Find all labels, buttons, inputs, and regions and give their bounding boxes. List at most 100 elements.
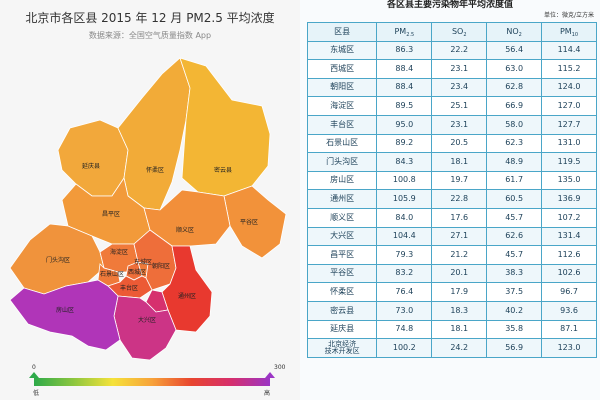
table-row: 平谷区 83.2 20.1 38.3 102.6: [306, 263, 597, 284]
label-daxing: 大兴区: [138, 316, 156, 324]
table-panel: 各区县主要污染物年平均浓度值 单位：微克/立方米 区县 PM2.5 SO2 NO…: [300, 0, 600, 400]
table-row: 昌平区 79.3 21.2 45.7 112.6: [306, 245, 597, 265]
cell-district: 顺义区: [306, 207, 378, 228]
table-row: 东城区 86.3 22.2 56.4 114.4: [306, 40, 597, 61]
label-yanqing: 延庆县: [82, 162, 100, 170]
cell-district: 延庆县: [306, 319, 378, 340]
cell-pm10: 135.0: [541, 170, 597, 191]
cell-pm25: 100.8: [376, 170, 433, 191]
cell-so2: 20.5: [431, 133, 488, 154]
cell-district: 丰台区: [306, 114, 378, 135]
legend-min-flag: [29, 372, 39, 378]
map-source: 数据来源：全国空气质量指数 App: [88, 31, 212, 40]
label-shunyi: 顺义区: [176, 227, 194, 234]
cell-no2: 62.3: [486, 133, 543, 154]
district-pinggu: [223, 185, 287, 259]
cell-pm25: 84.3: [376, 152, 433, 172]
table-row: 石景山区 89.2 20.5 62.3 131.0: [306, 133, 597, 154]
legend-low-label: 低: [33, 390, 40, 397]
cell-no2: 62.8: [486, 77, 543, 98]
cell-so2: 18.3: [431, 300, 488, 321]
pollutant-table: 区县 PM2.5 SO2 NO2 PM10 东城区 86.3 22.2 56.4 114…: [306, 22, 597, 358]
district-fangshan: [9, 279, 121, 351]
cell-no2: 61.7: [486, 170, 543, 191]
label-huairou: 怀柔区: [146, 166, 164, 174]
cell-pm25: 89.5: [376, 96, 433, 116]
label-xicheng: 西城区: [128, 269, 146, 276]
cell-pm25: 89.2: [376, 133, 433, 154]
label-changping: 昌平区: [102, 211, 120, 218]
cell-district: 西城区: [306, 59, 378, 79]
cell-so2: 18.1: [431, 319, 488, 340]
cell-so2: 21.2: [431, 245, 488, 265]
cell-pm10: 136.9: [541, 189, 597, 209]
district-miyun: [179, 57, 271, 197]
district-tongzhou: [161, 245, 213, 333]
cell-no2: 62.6: [486, 226, 543, 247]
cell-so2: 22.8: [431, 189, 488, 209]
cell-pm10: 124.0: [541, 77, 597, 98]
cell-so2: 25.1: [431, 96, 488, 116]
beijing-district-map: 延庆县 怀柔区 密云县 昌平区 平谷区 顺义区 门头沟区 海淀区 石景山区 西城…: [9, 57, 287, 361]
cell-so2: 17.6: [431, 207, 488, 228]
cell-pm10: 131.0: [541, 133, 597, 154]
cell-so2: 18.1: [431, 152, 488, 172]
cell-pm10: 127.0: [541, 96, 597, 116]
cell-so2: 22.2: [431, 40, 488, 61]
header-so2: SO2: [431, 22, 488, 42]
table-row: 怀柔区 76.4 17.9 37.5 96.7: [306, 282, 597, 302]
legend-min-value: 0: [32, 364, 36, 371]
cell-no2: 56.4: [486, 40, 543, 61]
header-no2: NO2: [486, 22, 543, 42]
cell-no2: 63.0: [486, 59, 543, 79]
cell-pm25: 74.8: [376, 319, 433, 340]
table-row: 延庆县 74.8 18.1 35.8 87.1: [306, 319, 597, 340]
cell-pm25: 83.2: [376, 263, 433, 284]
label-chaoyang: 朝阳区: [152, 262, 170, 270]
cell-no2: 40.2: [486, 300, 543, 321]
table-row: 房山区 100.8 19.7 61.7 135.0: [306, 170, 597, 191]
legend-high-label: 高: [264, 390, 271, 397]
table-row: 丰台区 95.0 23.1 58.0 127.7: [306, 114, 597, 135]
label-dongcheng: 东城区: [134, 258, 152, 266]
cell-pm25: 100.2: [376, 338, 433, 358]
label-shijingshan: 石景山区: [100, 270, 124, 278]
district-yanqing: [57, 119, 129, 197]
cell-district: 石景山区: [306, 133, 378, 154]
header-pm25: PM2.5: [376, 22, 433, 42]
cell-so2: 24.2: [431, 338, 488, 358]
district-huairou: [117, 57, 191, 211]
cell-district: 北京经济 技术开发区: [306, 338, 378, 358]
label-haidian: 海淀区: [110, 248, 128, 256]
cell-so2: 19.7: [431, 170, 488, 191]
cell-pm25: 95.0: [376, 114, 433, 135]
table-row: 通州区 105.9 22.8 60.5 136.9: [306, 189, 597, 209]
table-row: 大兴区 104.4 27.1 62.6 131.4: [306, 226, 597, 247]
cell-district: 密云县: [306, 300, 378, 321]
table-row: 密云县 73.0 18.3 40.2 93.6: [306, 300, 597, 321]
table-row: 西城区 88.4 23.1 63.0 115.2: [306, 59, 597, 79]
table-body: 东城区 86.3 22.2 56.4 114.4 西城区 88.4 23.1 63.0 115.2…: [306, 40, 597, 358]
cell-pm10: 114.4: [541, 40, 597, 61]
map-panel: 延庆县 怀柔区 密云县 昌平区 平谷区 顺义区 门头沟区 海淀区 石景山区 西城…: [9, 11, 287, 397]
cell-pm10: 93.6: [541, 300, 597, 321]
label-fangshan: 房山区: [56, 306, 74, 314]
cell-district: 海淀区: [306, 96, 378, 116]
cell-pm25: 84.0: [376, 207, 433, 228]
table-row: 北京经济 技术开发区 100.2 24.2 56.9 123.0: [306, 338, 597, 358]
cell-district: 东城区: [306, 40, 378, 61]
cell-district: 大兴区: [306, 226, 378, 247]
cell-no2: 60.5: [486, 189, 543, 209]
label-miyun: 密云县: [214, 166, 232, 174]
cell-no2: 38.3: [486, 263, 543, 284]
cell-so2: 20.1: [431, 263, 488, 284]
table-row: 顺义区 84.0 17.6 45.7 107.2: [306, 207, 597, 228]
cell-no2: 58.0: [486, 114, 543, 135]
cell-so2: 23.4: [431, 77, 488, 98]
cell-pm25: 88.4: [376, 77, 433, 98]
label-pinggu: 平谷区: [240, 218, 258, 226]
cell-district: 朝阳区: [306, 77, 378, 98]
cell-pm10: 112.6: [541, 245, 597, 265]
table-row: 海淀区 89.5 25.1 66.9 127.0: [306, 96, 597, 116]
cell-pm10: 96.7: [541, 282, 597, 302]
